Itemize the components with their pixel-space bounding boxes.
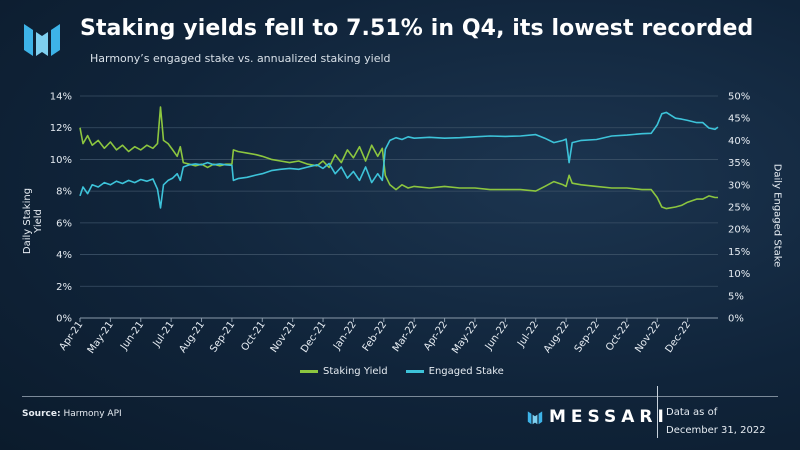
x-tick-label: Dec-22 <box>664 319 693 355</box>
y-right-tick-label: 5% <box>728 291 744 302</box>
y-right-tick-label: 35% <box>728 158 750 169</box>
legend-label-engaged-stake: Engaged Stake <box>428 366 504 377</box>
x-tick-label: May-21 <box>86 319 116 355</box>
y-right-tick-label: 0% <box>728 314 744 325</box>
x-tick-label: Jun-22 <box>483 319 511 352</box>
y-left-tick-label: 14% <box>50 92 72 103</box>
y-left-tick-label: 2% <box>56 282 72 293</box>
x-tick-label: Jul-22 <box>515 319 541 349</box>
x-tick-label: May-22 <box>450 319 480 355</box>
footer-separator <box>657 386 658 438</box>
series-line-engaged-stake <box>79 111 719 209</box>
x-tick-label: Apr-22 <box>422 319 450 352</box>
legend: Staking Yield Engaged Stake <box>300 366 504 377</box>
chart-subtitle: Harmony’s engaged stake vs. annualized s… <box>90 52 391 65</box>
x-tick-label: Nov-21 <box>269 319 298 354</box>
legend-swatch-staking-yield <box>300 370 318 373</box>
source-text: Harmony API <box>63 409 122 419</box>
y-left-tick-label: 10% <box>50 155 72 166</box>
source-label: Source: <box>22 409 61 419</box>
x-tick-label: Feb-22 <box>361 319 390 353</box>
legend-item-engaged-stake: Engaged Stake <box>405 366 504 377</box>
x-tick-label: Jul-21 <box>151 319 177 349</box>
x-tick-label: Oct-21 <box>239 319 267 353</box>
footer-divider <box>22 396 778 397</box>
y-right-tick-label: 10% <box>728 269 750 280</box>
series-line-staking-yield <box>79 106 718 210</box>
x-tick-label: Oct-22 <box>604 319 632 353</box>
messari-brand-icon <box>527 411 543 425</box>
x-tick-label: Aug-22 <box>542 319 572 355</box>
y-left-tick-label: 8% <box>56 187 72 198</box>
y-axis-left-title: Daily Staking Yield <box>22 187 44 255</box>
x-tick-label: Sep-21 <box>208 319 237 354</box>
y-right-tick-label: 25% <box>728 203 750 214</box>
y-left-tick-label: 4% <box>56 250 72 261</box>
legend-item-staking-yield: Staking Yield <box>300 366 388 377</box>
y-axis-right-title: Daily Engaged Stake <box>771 163 783 268</box>
y-left-tick-label: 6% <box>56 218 72 229</box>
brand: MESSARI <box>527 407 669 427</box>
x-tick-label: Mar-22 <box>391 319 420 354</box>
y-right-tick-label: 15% <box>728 247 750 258</box>
y-right-tick-label: 30% <box>728 180 750 191</box>
y-left-tick-label: 12% <box>50 123 72 134</box>
y-left-tick-label: 0% <box>56 314 72 325</box>
y-right-tick-label: 50% <box>728 92 750 103</box>
as-of-label: Data as of <box>666 407 718 418</box>
source-note: Source: Harmony API <box>22 409 122 419</box>
x-tick-label: Jan-22 <box>331 319 359 352</box>
legend-label-staking-yield: Staking Yield <box>323 366 388 377</box>
x-tick-label: Aug-21 <box>177 319 207 355</box>
y-right-tick-label: 20% <box>728 225 750 236</box>
x-tick-label: Dec-21 <box>299 319 328 355</box>
as-of-date: December 31, 2022 <box>666 425 766 436</box>
y-right-tick-label: 45% <box>728 114 750 125</box>
x-tick-label: Nov-22 <box>633 319 662 354</box>
chart-title: Staking yields fell to 7.51% in Q4, its … <box>80 16 754 41</box>
x-tick-label: Sep-22 <box>573 319 602 354</box>
messari-logo-icon <box>24 24 60 56</box>
brand-name: MESSARI <box>549 407 669 427</box>
legend-swatch-engaged-stake <box>405 370 424 373</box>
y-right-tick-label: 40% <box>728 136 750 147</box>
x-tick-label: Jun-21 <box>118 319 146 352</box>
